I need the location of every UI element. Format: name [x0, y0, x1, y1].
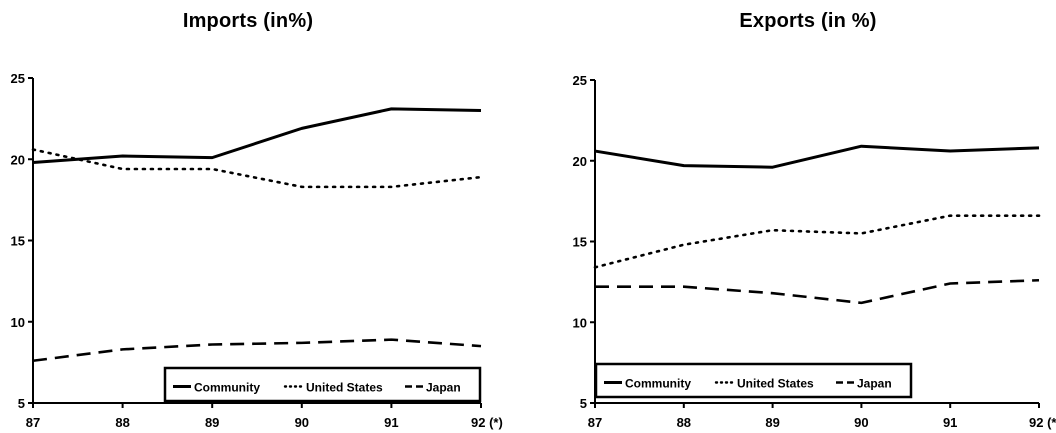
chart-title: Exports (in %) — [739, 10, 877, 32]
x-tick-label: 90 — [854, 415, 868, 430]
x-tick-label: 89 — [205, 415, 219, 430]
imports-chart: 5 10 15 20 25 87 88 89 90 91 92 (*) Community United… — [11, 71, 503, 430]
y-tick-label: 25 — [573, 73, 587, 88]
series-line-japan — [32, 338, 482, 363]
x-tick-label: 90 — [295, 415, 309, 430]
legend-label: Community — [625, 377, 691, 391]
series-line-japan — [595, 278, 1040, 305]
y-tick-label: 20 — [11, 152, 25, 167]
chart-title: Imports (in%) — [182, 10, 314, 32]
y-tick-label: 5 — [580, 396, 587, 411]
x-tick-label: 91 — [384, 415, 398, 430]
legend-label: United States — [737, 377, 814, 391]
series-line-united-states — [593, 214, 1041, 269]
x-tick-label: 89 — [765, 415, 779, 430]
exports-chart-panel: Exports (in %) 5 10 15 20 25 87 88 89 90 91 92 (*)… — [528, 0, 1056, 433]
imports-chart-panel: Imports (in%) 5 10 15 20 25 87 88 89 90 91 92 (*) C… — [11, 10, 503, 430]
x-tick-label: 87 — [588, 415, 602, 430]
x-tick-label: 92 (*) — [471, 415, 503, 430]
x-tick-label: 88 — [115, 415, 129, 430]
x-tick-label: 87 — [26, 415, 40, 430]
y-tick-label: 5 — [18, 396, 25, 411]
x-tick-label: 91 — [943, 415, 957, 430]
y-tick-label: 10 — [573, 315, 587, 330]
x-tick-label: 88 — [677, 415, 691, 430]
series-line-community — [594, 144, 1040, 169]
legend-box — [163, 366, 482, 403]
series-line-united-states — [31, 148, 483, 189]
legend-label: United States — [306, 381, 383, 395]
legend-label: Japan — [426, 381, 461, 395]
legend-label: Japan — [857, 377, 892, 391]
y-tick-label: 20 — [573, 154, 587, 169]
legend-box — [594, 362, 913, 399]
series-line-community — [32, 107, 482, 164]
legend-label: Community — [194, 381, 260, 395]
y-tick-label: 10 — [11, 315, 25, 330]
exports-chart: 5 10 15 20 25 87 88 89 90 91 92 (*) Community United… — [573, 73, 1056, 430]
x-tick-label: 92 (*) — [1029, 415, 1056, 430]
y-tick-label: 15 — [11, 234, 25, 249]
y-tick-label: 25 — [11, 71, 25, 86]
y-tick-label: 15 — [573, 235, 587, 250]
